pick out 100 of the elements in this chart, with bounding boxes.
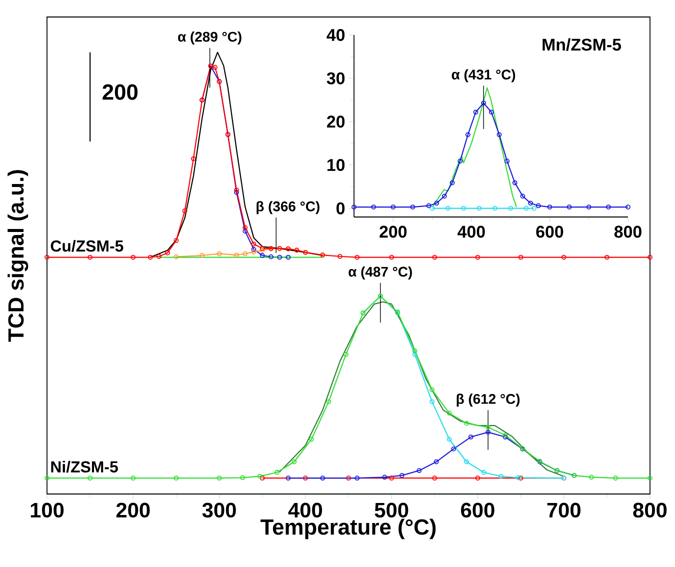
point bbox=[496, 132, 502, 138]
point bbox=[242, 251, 248, 256]
point bbox=[390, 204, 396, 210]
point bbox=[174, 238, 179, 243]
point bbox=[446, 206, 450, 211]
point bbox=[410, 204, 416, 210]
point bbox=[481, 470, 486, 475]
annotation: α (289 °C) bbox=[178, 31, 242, 44]
point bbox=[346, 476, 351, 481]
point bbox=[277, 254, 282, 260]
point bbox=[430, 399, 435, 404]
point bbox=[234, 252, 239, 258]
point bbox=[468, 434, 474, 440]
x-tick-label: 200 bbox=[116, 502, 150, 518]
point bbox=[216, 476, 222, 481]
y-tick-label: 10 bbox=[327, 159, 345, 171]
point bbox=[156, 254, 162, 259]
point bbox=[461, 206, 466, 211]
point bbox=[251, 250, 256, 254]
point bbox=[508, 206, 514, 211]
point bbox=[604, 254, 610, 260]
point bbox=[412, 352, 418, 357]
point bbox=[486, 430, 490, 435]
point bbox=[588, 474, 594, 480]
point bbox=[399, 473, 404, 478]
point bbox=[446, 410, 452, 416]
point bbox=[242, 225, 248, 230]
y-tick-label: 0 bbox=[336, 202, 345, 214]
annotation: Cu/ZSM-5 bbox=[50, 240, 124, 252]
point bbox=[292, 459, 297, 464]
point bbox=[442, 194, 447, 199]
x-tick-label: 600 bbox=[536, 226, 564, 238]
point bbox=[320, 476, 326, 481]
point bbox=[191, 156, 196, 162]
point bbox=[389, 476, 394, 481]
point bbox=[432, 476, 438, 481]
x-tick-label: 800 bbox=[633, 502, 667, 518]
point bbox=[475, 476, 480, 481]
point bbox=[251, 242, 256, 246]
y-tick-label: 30 bbox=[326, 72, 345, 84]
point bbox=[371, 204, 376, 210]
point bbox=[432, 254, 438, 260]
point bbox=[504, 158, 510, 164]
point bbox=[451, 446, 456, 452]
point bbox=[200, 253, 204, 258]
point bbox=[518, 254, 524, 260]
x-tick-label: 700 bbox=[547, 502, 580, 518]
x-tick-label: 600 bbox=[461, 502, 494, 518]
point bbox=[165, 250, 170, 256]
point bbox=[613, 476, 618, 481]
point bbox=[426, 203, 432, 208]
point bbox=[476, 206, 482, 211]
point bbox=[274, 470, 280, 475]
point bbox=[430, 387, 435, 392]
point bbox=[464, 420, 469, 426]
annotation: β (366 °C) bbox=[256, 201, 320, 214]
point bbox=[302, 476, 308, 481]
annotation: α (431 °C) bbox=[452, 69, 516, 82]
point bbox=[446, 436, 452, 442]
point bbox=[512, 180, 518, 186]
point bbox=[434, 200, 440, 206]
x-tick-label: 400 bbox=[458, 226, 485, 238]
y-tick-label: 40 bbox=[326, 29, 345, 41]
point bbox=[257, 474, 262, 479]
point bbox=[412, 348, 418, 354]
point bbox=[481, 100, 486, 106]
point bbox=[434, 459, 439, 464]
annotation: 200 bbox=[102, 84, 138, 100]
point bbox=[148, 254, 153, 260]
x-tick-label: 800 bbox=[614, 226, 642, 238]
point bbox=[520, 194, 526, 199]
point bbox=[337, 254, 342, 259]
x-tick-label: 200 bbox=[380, 226, 407, 238]
x-tick-label: 500 bbox=[374, 502, 408, 518]
point bbox=[458, 158, 463, 164]
point bbox=[260, 253, 265, 258]
chart-title: Mn/ZSM-5 bbox=[542, 38, 622, 51]
point bbox=[486, 424, 490, 430]
annotation: Ni/ZSM-5 bbox=[51, 460, 118, 473]
point bbox=[465, 132, 470, 138]
point bbox=[450, 180, 455, 186]
point bbox=[216, 251, 222, 256]
point bbox=[547, 204, 552, 210]
point bbox=[343, 352, 348, 357]
annotation: α (487 °C) bbox=[348, 266, 412, 280]
point bbox=[516, 475, 521, 480]
point bbox=[212, 64, 218, 70]
point bbox=[416, 468, 422, 474]
point bbox=[88, 254, 93, 260]
point bbox=[268, 254, 274, 260]
point bbox=[473, 110, 478, 115]
y-tick-label: 20 bbox=[327, 116, 345, 128]
point bbox=[498, 474, 504, 479]
point bbox=[240, 475, 245, 480]
x-tick-label: 400 bbox=[288, 502, 322, 518]
point bbox=[524, 206, 529, 211]
point bbox=[492, 206, 498, 211]
point bbox=[566, 204, 572, 210]
x-tick-label: 100 bbox=[30, 502, 64, 518]
point bbox=[382, 474, 388, 480]
